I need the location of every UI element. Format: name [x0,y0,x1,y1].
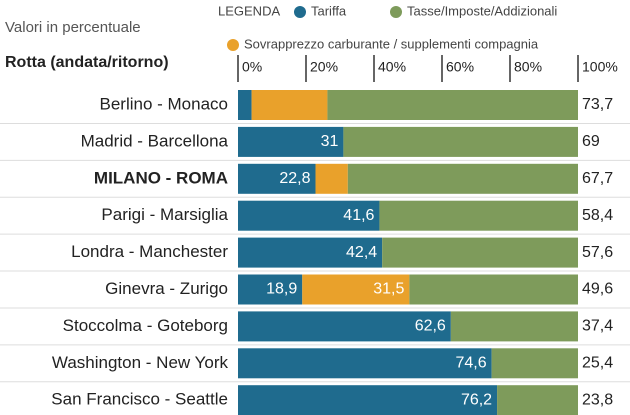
value-label: 31,5 [373,281,404,298]
bar-segment [343,126,578,157]
legend-swatch [390,6,402,18]
value-label: 49,6 [582,281,613,298]
bar-segment [491,348,578,379]
category-header: Rotta (andata/ritorno) [5,54,169,71]
bar-segment [497,385,578,415]
x-tick-label: 0% [242,59,262,75]
value-label: 74,6 [455,355,486,372]
legend-title: LEGENDA [218,3,280,18]
bar-segment [238,385,498,415]
category-label: Ginevra - Zurigo [105,279,228,298]
value-label: 18,9 [266,281,297,298]
bar-segment [238,274,303,305]
x-tick-label: 100% [582,59,618,75]
category-label: Parigi - Marsiglia [101,205,228,224]
value-label: 41,6 [343,207,374,224]
category-label: San Francisco - Seattle [51,390,228,409]
bar-segment [347,163,578,194]
value-label: 67,7 [582,170,613,187]
value-label: 23,8 [582,391,613,408]
bar-segment [238,237,383,268]
bar-segment [238,163,316,194]
bar-segment [238,311,451,342]
legend-swatch [294,6,306,18]
subtitle: Valori in percentuale [5,19,141,36]
bar-segment [382,237,578,268]
category-label: Washington - New York [52,353,229,372]
x-tick-label: 80% [514,59,542,75]
bar-segment [450,311,578,342]
bar-segment [238,126,344,157]
value-label: 62,6 [415,318,446,335]
x-tick-label: 20% [310,59,338,75]
value-label: 58,4 [582,207,613,224]
bar-segment [238,348,492,379]
x-tick-label: 60% [446,59,474,75]
bar-segment [251,90,328,120]
bar-segment [327,90,578,120]
value-label: 31 [321,133,339,150]
bar-segment [238,90,252,120]
category-label: Berlino - Monaco [99,94,228,113]
value-label: 76,2 [461,391,492,408]
value-label: 57,6 [582,244,613,261]
category-label: MILANO - ROMA [94,168,228,187]
legend-label: Tariffa [311,3,347,18]
value-label: 37,4 [582,318,613,335]
value-label: 22,8 [279,170,310,187]
bar-segment [409,274,578,305]
bar-segment [315,163,348,194]
bar-segment [379,200,578,231]
value-label: 73,7 [582,96,613,113]
value-label: 42,4 [346,244,377,261]
category-label: Madrid - Barcellona [81,131,229,150]
x-tick-label: 40% [378,59,406,75]
category-label: Londra - Manchester [71,242,228,261]
legend-label: Sovrapprezzo carburante / supplementi co… [244,36,539,51]
bar-segment [238,200,380,231]
value-label: 69 [582,133,600,150]
category-label: Stoccolma - Goteborg [63,316,228,335]
value-label: 25,4 [582,355,613,372]
bar-segment [302,274,410,305]
legend-swatch [227,39,239,51]
legend-label: Tasse/Imposte/Addizionali [407,3,557,18]
